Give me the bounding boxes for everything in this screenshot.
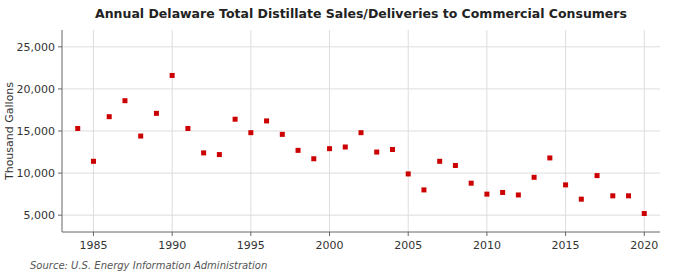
y-grid-line bbox=[62, 46, 660, 47]
x-grid-line bbox=[565, 30, 566, 232]
points bbox=[75, 73, 647, 216]
point bbox=[642, 211, 647, 216]
x-tick-label: 1990 bbox=[158, 239, 186, 252]
y-tick bbox=[58, 88, 62, 89]
y-tick bbox=[58, 173, 62, 174]
y-tick-label: 10,000 bbox=[17, 167, 56, 180]
point bbox=[516, 192, 521, 197]
point bbox=[484, 192, 489, 197]
point bbox=[610, 193, 615, 198]
point bbox=[264, 118, 269, 123]
source-note: Source: U.S. Energy Information Administ… bbox=[30, 260, 267, 271]
x-tick bbox=[408, 232, 409, 236]
y-tick-label: 25,000 bbox=[17, 41, 56, 54]
point bbox=[563, 182, 568, 187]
title: Annual Delaware Total Distillate Sales/D… bbox=[95, 6, 627, 21]
axes: 5,000 10,000 15,000 20,000 25,000 1985 1990 199… bbox=[17, 30, 661, 252]
x-tick bbox=[486, 232, 487, 236]
point bbox=[201, 150, 206, 155]
x-tick-label: 1995 bbox=[237, 239, 265, 252]
point bbox=[626, 193, 631, 198]
point bbox=[296, 148, 301, 153]
y-grid-line bbox=[62, 173, 660, 174]
point bbox=[359, 130, 364, 135]
point bbox=[75, 126, 80, 131]
point bbox=[500, 190, 505, 195]
x-tick-label: 2005 bbox=[394, 239, 422, 252]
x-axis-line bbox=[62, 232, 660, 233]
point bbox=[154, 111, 159, 116]
x-tick bbox=[172, 232, 173, 236]
point bbox=[343, 144, 348, 149]
x-tick-label: 2000 bbox=[316, 239, 344, 252]
point bbox=[170, 73, 175, 78]
x-tick-label: 2020 bbox=[630, 239, 658, 252]
grid bbox=[62, 30, 660, 232]
point bbox=[122, 98, 127, 103]
point bbox=[453, 163, 458, 168]
point bbox=[532, 175, 537, 180]
x-tick bbox=[565, 232, 566, 236]
point bbox=[327, 146, 332, 151]
point bbox=[469, 181, 474, 186]
point bbox=[248, 130, 253, 135]
x-tick-label: 2010 bbox=[473, 239, 501, 252]
point bbox=[91, 159, 96, 164]
x-grid-line bbox=[172, 30, 173, 232]
x-grid-line bbox=[408, 30, 409, 232]
x-tick bbox=[93, 232, 94, 236]
chart-container: 5,000 10,000 15,000 20,000 25,000 1985 1990 199… bbox=[0, 0, 675, 275]
x-grid-line bbox=[644, 30, 645, 232]
y-tick bbox=[58, 131, 62, 132]
point bbox=[374, 150, 379, 155]
x-tick bbox=[250, 232, 251, 236]
y-tick-label: 5,000 bbox=[24, 209, 56, 222]
y-grid-line bbox=[62, 215, 660, 216]
x-tick-label: 1985 bbox=[79, 239, 107, 252]
point bbox=[107, 114, 112, 119]
x-tick-label: 2015 bbox=[552, 239, 580, 252]
y-tick-label: 15,000 bbox=[17, 125, 56, 138]
point bbox=[280, 132, 285, 137]
point bbox=[595, 173, 600, 178]
y-axis-label: Thousand Gallons bbox=[3, 82, 16, 181]
point bbox=[421, 187, 426, 192]
point bbox=[437, 159, 442, 164]
x-grid-line bbox=[93, 30, 94, 232]
y-tick bbox=[58, 215, 62, 216]
x-grid-line bbox=[486, 30, 487, 232]
point bbox=[311, 156, 316, 161]
point bbox=[138, 134, 143, 139]
x-grid-line bbox=[329, 30, 330, 232]
point bbox=[547, 155, 552, 160]
y-tick-label: 20,000 bbox=[17, 83, 56, 96]
point bbox=[233, 117, 238, 122]
point bbox=[579, 197, 584, 202]
chart-svg: 5,000 10,000 15,000 20,000 25,000 1985 1990 199… bbox=[0, 0, 675, 275]
point bbox=[390, 147, 395, 152]
x-tick bbox=[644, 232, 645, 236]
point bbox=[406, 171, 411, 176]
y-tick bbox=[58, 46, 62, 47]
y-grid-line bbox=[62, 88, 660, 89]
point bbox=[185, 126, 190, 131]
point bbox=[217, 152, 222, 157]
x-tick bbox=[329, 232, 330, 236]
